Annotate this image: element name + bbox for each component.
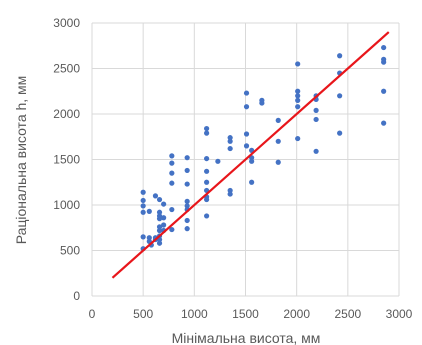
x-tick-label: 3000 (386, 307, 413, 321)
data-point (259, 100, 265, 106)
data-point (249, 179, 255, 185)
x-tick-label: 2500 (334, 307, 361, 321)
data-point (295, 97, 301, 103)
x-tick-label: 0 (89, 307, 96, 321)
data-point (161, 201, 167, 207)
data-point (156, 216, 163, 222)
data-point (161, 222, 167, 228)
data-point (204, 155, 210, 162)
y-tick-label: 0 (73, 289, 80, 303)
data-point (146, 208, 152, 214)
data-point (275, 159, 281, 165)
data-point (295, 61, 301, 67)
data-point (243, 90, 250, 96)
y-tick-label: 2500 (53, 62, 80, 76)
data-point (184, 167, 190, 174)
data-point (156, 224, 163, 230)
data-point (169, 170, 175, 176)
data-point (204, 168, 210, 174)
data-point (169, 160, 175, 166)
data-point (204, 130, 210, 136)
data-point (295, 93, 301, 99)
y-tick-label: 1000 (53, 198, 80, 212)
data-point (156, 240, 163, 246)
data-point (337, 130, 343, 136)
y-tick-label: 1500 (53, 153, 80, 167)
data-point (243, 104, 250, 110)
x-tick-labels: 0 500 1000 1500 2000 2500 3000 (89, 307, 413, 321)
trend-lines (111, 31, 390, 279)
data-point (313, 116, 319, 123)
data-point (140, 197, 146, 204)
data-point (227, 135, 233, 141)
data-point (337, 93, 343, 99)
y-tick-label: 2000 (53, 107, 80, 121)
y-tick-labels: 0 500 1000 1500 2000 2500 3000 (53, 16, 80, 303)
y-tick-label: 500 (60, 244, 80, 258)
data-point (184, 181, 190, 187)
data-point (295, 135, 301, 142)
data-point (156, 196, 163, 203)
y-tick-label: 3000 (53, 16, 80, 30)
data-point (227, 191, 233, 197)
data-point (140, 209, 146, 215)
data-point (169, 206, 175, 213)
data-point (275, 117, 281, 123)
data-point (204, 213, 210, 219)
data-point (169, 153, 175, 159)
data-point (204, 179, 210, 185)
data-point (152, 193, 159, 199)
x-tick-label: 2000 (283, 307, 310, 321)
data-point (184, 226, 190, 232)
data-point (249, 158, 255, 164)
data-point (184, 198, 190, 204)
data-point (381, 44, 387, 51)
data-point (184, 155, 190, 161)
data-point (140, 234, 146, 240)
data-point (243, 131, 250, 137)
data-point (275, 138, 281, 144)
data-point (161, 215, 167, 221)
data-point (313, 148, 319, 154)
data-point (243, 143, 250, 149)
data-point (169, 180, 175, 186)
data-point (156, 209, 163, 215)
x-axis-label: Мінімальна висота, мм (172, 330, 321, 345)
data-point (381, 88, 387, 94)
data-point (381, 59, 387, 65)
x-tick-label: 500 (133, 307, 153, 321)
data-point (184, 217, 190, 224)
data-point (227, 138, 233, 144)
trend-line (111, 31, 390, 279)
data-point (156, 227, 163, 234)
data-point (215, 158, 221, 164)
data-point (204, 196, 210, 203)
data-point (184, 203, 190, 209)
x-tick-label: 1000 (181, 307, 208, 321)
data-points (140, 44, 387, 252)
data-point (295, 104, 301, 110)
x-tick-label: 1500 (232, 307, 259, 321)
data-point (313, 107, 319, 113)
data-point (295, 88, 301, 94)
data-point (140, 189, 146, 195)
data-point (227, 145, 233, 152)
data-point (169, 226, 175, 233)
data-point (204, 125, 210, 132)
data-point (381, 120, 387, 126)
data-point (337, 53, 343, 59)
data-point (146, 235, 152, 241)
y-axis-label: Раціональна висота h, мм (13, 76, 29, 245)
data-point (140, 203, 146, 209)
data-point (227, 187, 233, 194)
